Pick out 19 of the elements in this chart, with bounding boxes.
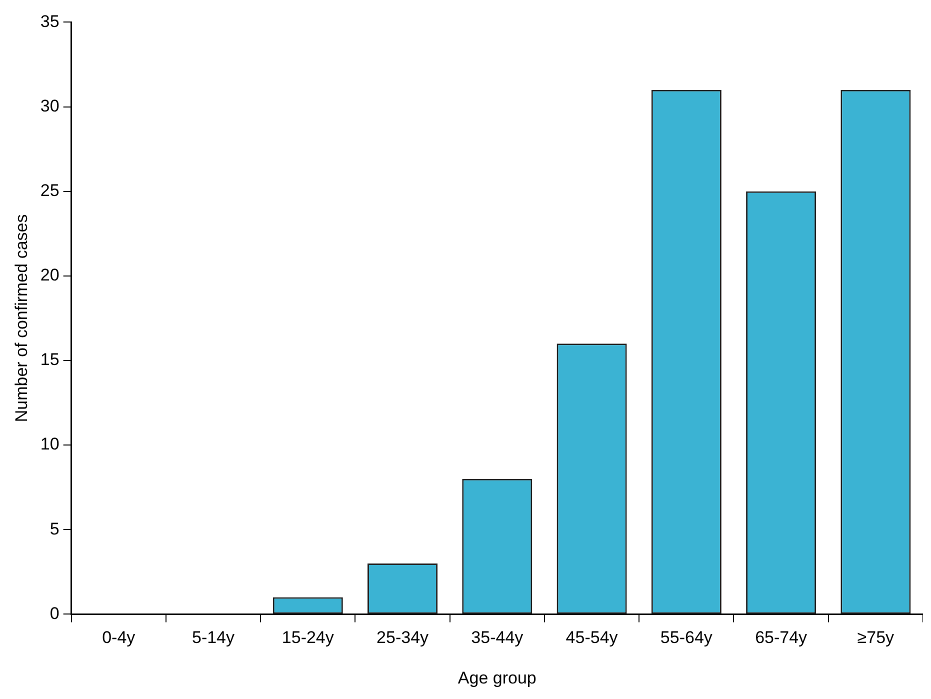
x-tick-label: 65-74y	[755, 628, 808, 648]
x-tick-label: 0-4y	[102, 628, 136, 648]
y-axis-title: Number of confirmed cases	[12, 214, 31, 422]
x-tick-label: 55-64y	[660, 628, 713, 648]
x-tick-label: 35-44y	[471, 628, 524, 648]
y-tick-label: 15	[40, 350, 60, 370]
y-tick-label: 25	[40, 181, 60, 200]
x-tick-label: 25-34y	[376, 628, 430, 648]
x-tick-label: 15-24y	[282, 628, 334, 648]
x-tick-label: 45-54y	[566, 628, 618, 648]
y-tick-label: 5	[50, 519, 60, 538]
x-tick-label: 5-14y	[192, 628, 236, 648]
x-axis-title: Age group	[458, 668, 536, 688]
y-tick-label: 20	[40, 266, 60, 285]
y-tick-label: 10	[40, 434, 60, 454]
y-tick-label: 0	[50, 604, 60, 623]
y-tick-label: 30	[40, 96, 60, 116]
y-tick-label: 35	[40, 12, 60, 31]
x-tick-label: ≥75y	[857, 628, 895, 648]
